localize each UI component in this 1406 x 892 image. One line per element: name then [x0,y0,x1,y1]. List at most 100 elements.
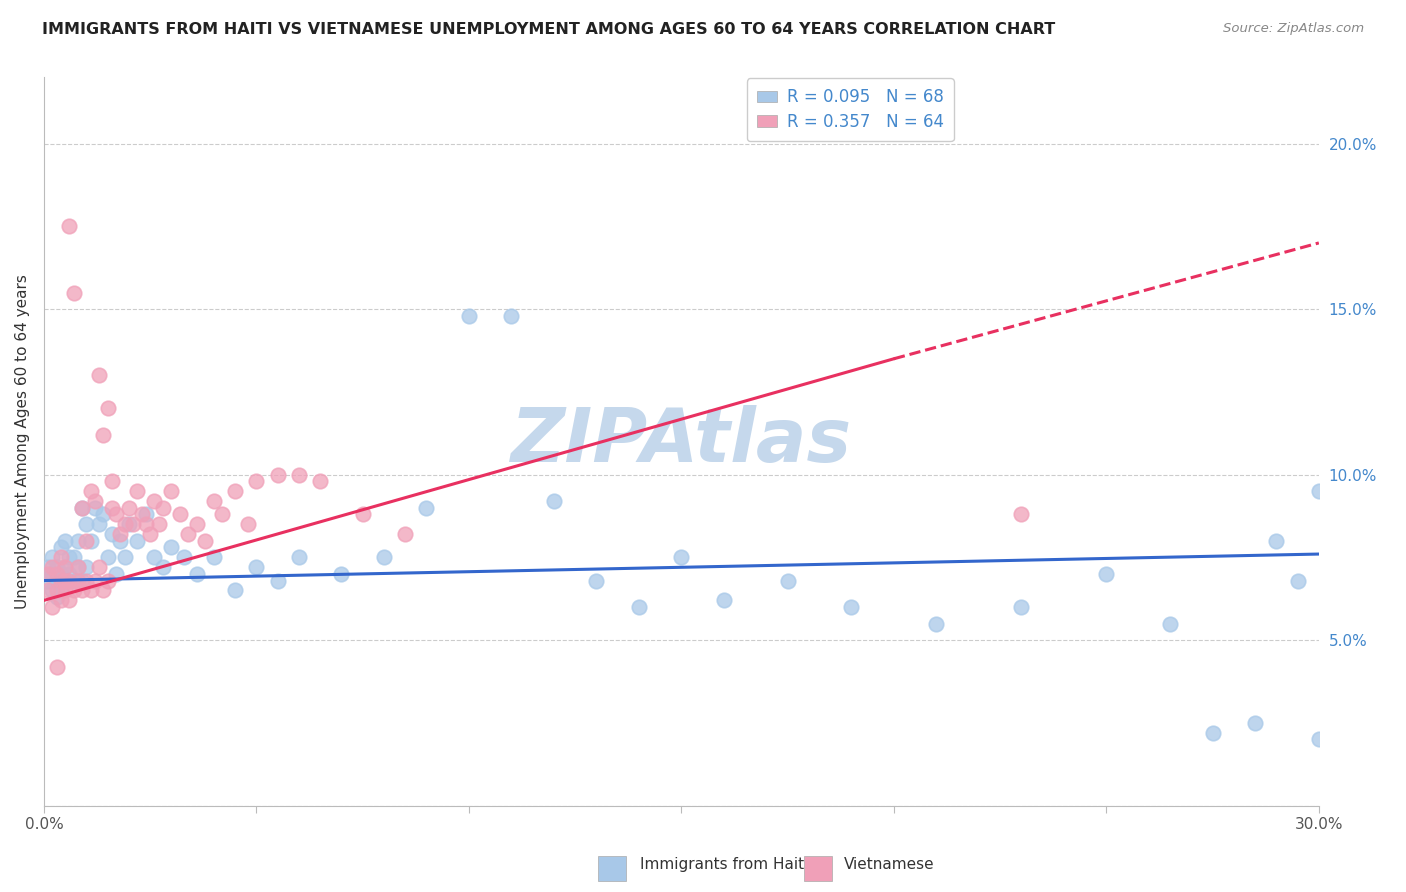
Point [1308,732,1330,747]
Point [1286,574,1309,588]
Point [41,566,63,581]
Point [58,550,80,565]
Point [41,560,63,574]
Point [75,560,97,574]
Point [131,508,153,522]
Text: ZIPAtlas: ZIPAtlas [510,405,852,478]
Point [105,566,128,581]
Point [135,508,157,522]
Point [49,593,72,607]
Point [122,517,145,532]
Point [1010,600,1032,615]
Point [118,517,141,532]
Point [105,508,128,522]
Point [89,517,111,532]
Text: IMMIGRANTS FROM HAITI VS VIETNAMESE UNEMPLOYMENT AMONG AGES 60 TO 64 YEARS CORRE: IMMIGRANTS FROM HAITI VS VIETNAMESE UNEM… [42,22,1056,37]
Point [671,550,693,565]
Point [224,583,246,598]
Point [49,541,72,555]
Legend: R = 0.095   N = 68, R = 0.357   N = 64: R = 0.095 N = 68, R = 0.357 N = 64 [747,78,953,141]
Point [70,500,93,515]
Point [70,583,93,598]
Point [83,500,105,515]
Point [177,527,200,541]
Point [53,574,76,588]
Point [925,616,948,631]
Point [66,560,89,574]
Point [97,401,120,416]
Point [288,467,311,482]
Y-axis label: Unemployment Among Ages 60 to 64 years: Unemployment Among Ages 60 to 64 years [15,274,30,609]
Point [1265,533,1288,548]
Point [373,550,395,565]
Point [41,600,63,615]
Point [83,574,105,588]
Point [627,600,650,615]
Point [75,517,97,532]
Point [1095,566,1118,581]
Point [37,566,59,581]
Point [53,533,76,548]
Point [202,550,225,565]
Point [49,574,72,588]
Point [97,574,120,588]
Point [45,583,67,598]
Point [70,500,93,515]
Point [49,550,72,565]
Point [62,574,84,588]
Point [93,583,115,598]
Point [1159,616,1181,631]
Point [53,574,76,588]
Point [83,494,105,508]
Point [110,527,132,541]
Point [101,500,124,515]
Point [89,368,111,383]
Point [394,527,416,541]
Point [152,560,174,574]
Point [143,494,166,508]
Point [110,533,132,548]
Point [1308,484,1330,499]
Point [114,550,136,565]
Point [53,560,76,574]
Point [66,533,89,548]
Point [45,574,67,588]
Point [713,593,735,607]
Point [49,566,72,581]
Point [79,583,101,598]
Point [127,533,149,548]
Point [70,574,93,588]
Point [62,285,84,300]
Point [841,600,863,615]
Point [266,574,288,588]
Point [160,541,183,555]
Point [186,517,208,532]
Point [160,484,183,499]
Point [53,583,76,598]
Point [236,517,259,532]
Point [75,574,97,588]
Point [139,527,162,541]
Point [127,484,149,499]
Point [169,508,191,522]
Point [41,583,63,598]
Point [173,550,195,565]
Point [45,566,67,581]
Point [58,574,80,588]
Point [58,593,80,607]
Point [135,517,157,532]
Point [1244,715,1267,730]
Point [79,533,101,548]
Point [89,560,111,574]
Point [352,508,374,522]
Point [45,590,67,604]
Point [457,309,479,323]
Point [37,574,59,588]
Point [93,428,115,442]
Point [148,517,170,532]
Point [53,560,76,574]
Point [143,550,166,565]
Point [37,583,59,598]
Point [58,566,80,581]
Point [75,533,97,548]
